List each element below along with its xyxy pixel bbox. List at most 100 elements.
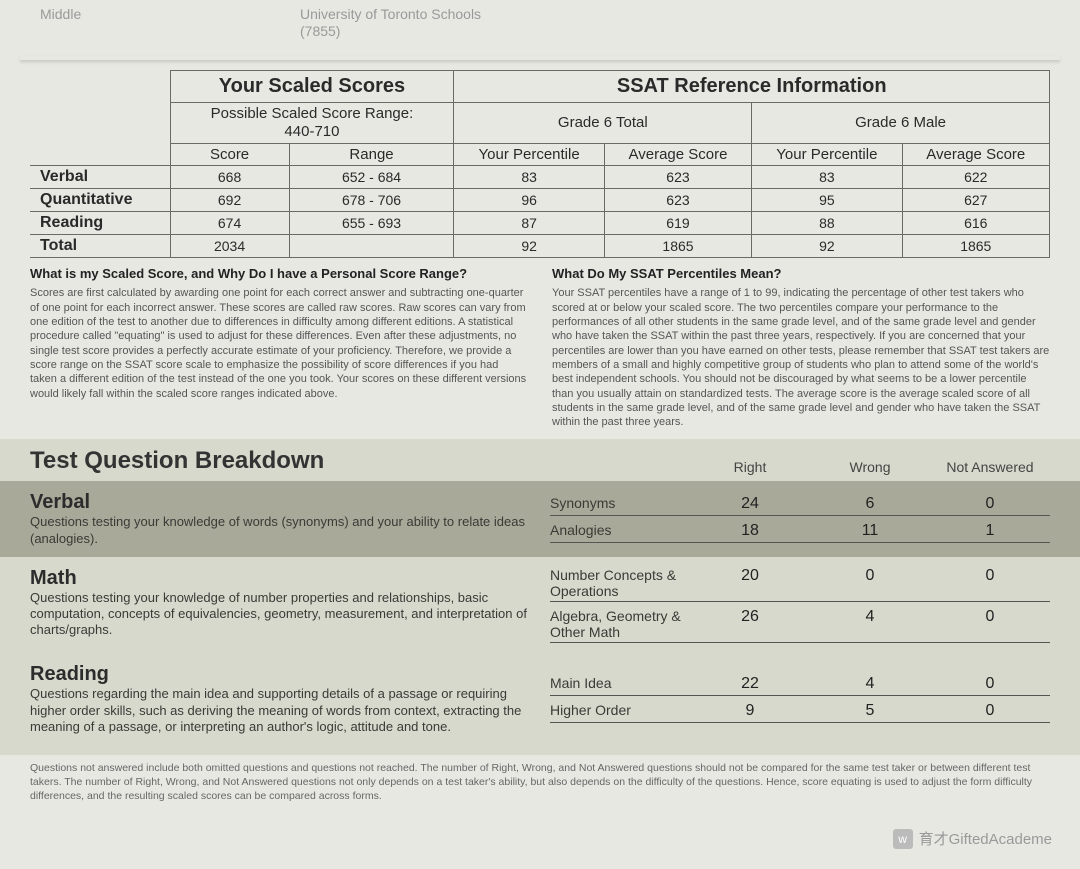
question-label: Number Concepts & Operations <box>550 567 690 599</box>
row-a-avg: 623 <box>604 165 751 188</box>
question-row: Main Idea2240 <box>550 675 1050 696</box>
question-row: Algebra, Geometry & Other Math2640 <box>550 608 1050 643</box>
col-b-avg: Average Score <box>902 143 1049 165</box>
section-desc: Questions testing your knowledge of numb… <box>30 590 534 639</box>
row-label: Quantitative <box>30 188 170 211</box>
row-b-avg: 616 <box>902 211 1049 234</box>
row-a-pct: 83 <box>454 165 604 188</box>
question-na: 0 <box>930 702 1050 720</box>
section-desc: Questions regarding the main idea and su… <box>30 686 534 735</box>
col-wrong: Wrong <box>810 459 930 475</box>
question-right: 24 <box>690 495 810 513</box>
explanations: What is my Scaled Score, and Why Do I ha… <box>0 258 1080 440</box>
row-range: 652 - 684 <box>289 165 454 188</box>
col-na: Not Answered <box>930 459 1050 475</box>
header-row: Middle University of Toronto Schools (78… <box>0 0 1080 56</box>
breakdown: Test Question Breakdown Right Wrong Not … <box>0 439 1080 755</box>
scores-table: Your Scaled Scores SSAT Reference Inform… <box>30 70 1050 258</box>
question-row: Synonyms2460 <box>550 495 1050 516</box>
question-label: Main Idea <box>550 675 690 691</box>
row-a-avg: 619 <box>604 211 751 234</box>
score-row: Verbal668652 - 6848362383622 <box>30 165 1050 188</box>
row-label: Total <box>30 234 170 257</box>
section-left: MathQuestions testing your knowledge of … <box>30 567 550 643</box>
breakdown-section: VerbalQuestions testing your knowledge o… <box>0 481 1080 557</box>
wechat-icon: w <box>893 829 913 849</box>
question-na: 0 <box>930 675 1050 693</box>
question-wrong: 4 <box>810 608 930 626</box>
question-na: 1 <box>930 522 1050 540</box>
row-range: 678 - 706 <box>289 188 454 211</box>
level-label: Middle <box>40 6 300 40</box>
row-b-pct: 88 <box>752 211 902 234</box>
scaled-header: Your Scaled Scores <box>170 70 454 102</box>
question-na: 0 <box>930 608 1050 626</box>
explain-left-body: Scores are first calculated by awarding … <box>30 286 528 400</box>
question-right: 20 <box>690 567 810 585</box>
col-range: Range <box>289 143 454 165</box>
score-row: Total2034921865921865 <box>30 234 1050 257</box>
section-name: Verbal <box>30 491 534 514</box>
question-na: 0 <box>930 495 1050 513</box>
question-right: 9 <box>690 702 810 720</box>
section-name: Reading <box>30 663 534 686</box>
explain-right-title: What Do My SSAT Percentiles Mean? <box>552 266 1050 283</box>
row-a-pct: 92 <box>454 234 604 257</box>
row-label: Verbal <box>30 165 170 188</box>
watermark-text: 育才GiftedAcademe <box>919 828 1052 849</box>
explain-right: What Do My SSAT Percentiles Mean? Your S… <box>552 266 1050 430</box>
section-right: Number Concepts & Operations2000Algebra,… <box>550 567 1050 643</box>
row-score: 2034 <box>170 234 289 257</box>
question-label: Algebra, Geometry & Other Math <box>550 608 690 640</box>
section-name: Math <box>30 567 534 590</box>
ref-group-a: Grade 6 Total <box>454 102 752 143</box>
school-name: University of Toronto Schools <box>300 6 481 22</box>
row-b-pct: 95 <box>752 188 902 211</box>
row-range: 655 - 693 <box>289 211 454 234</box>
section-right: Synonyms2460Analogies18111 <box>550 491 1050 547</box>
row-b-avg: 1865 <box>902 234 1049 257</box>
question-row: Analogies18111 <box>550 522 1050 543</box>
row-a-pct: 96 <box>454 188 604 211</box>
row-range <box>289 234 454 257</box>
explain-right-body: Your SSAT percentiles have a range of 1 … <box>552 286 1050 429</box>
question-label: Synonyms <box>550 495 690 511</box>
col-b-pct: Your Percentile <box>752 143 902 165</box>
range-value: 440-710 <box>284 123 339 140</box>
row-score: 668 <box>170 165 289 188</box>
section-left: VerbalQuestions testing your knowledge o… <box>30 491 550 547</box>
col-right: Right <box>690 459 810 475</box>
section-left: ReadingQuestions regarding the main idea… <box>30 663 550 735</box>
range-label: Possible Scaled Score Range: <box>211 105 414 122</box>
row-b-avg: 622 <box>902 165 1049 188</box>
col-score: Score <box>170 143 289 165</box>
row-score: 674 <box>170 211 289 234</box>
reference-header: SSAT Reference Information <box>454 70 1050 102</box>
school-code: (7855) <box>300 23 340 39</box>
question-row: Higher Order950 <box>550 702 1050 723</box>
question-right: 22 <box>690 675 810 693</box>
footnote: Questions not answered include both omit… <box>0 755 1080 814</box>
question-na: 0 <box>930 567 1050 585</box>
row-a-pct: 87 <box>454 211 604 234</box>
watermark: w 育才GiftedAcademe <box>893 828 1052 849</box>
score-row: Quantitative692678 - 7069662395627 <box>30 188 1050 211</box>
breakdown-section: MathQuestions testing your knowledge of … <box>0 557 1080 653</box>
question-wrong: 5 <box>810 702 930 720</box>
explain-left: What is my Scaled Score, and Why Do I ha… <box>30 266 528 430</box>
col-a-pct: Your Percentile <box>454 143 604 165</box>
row-a-avg: 623 <box>604 188 751 211</box>
question-label: Analogies <box>550 522 690 538</box>
question-wrong: 0 <box>810 567 930 585</box>
row-score: 692 <box>170 188 289 211</box>
row-b-avg: 627 <box>902 188 1049 211</box>
question-row: Number Concepts & Operations2000 <box>550 567 1050 602</box>
explain-left-title: What is my Scaled Score, and Why Do I ha… <box>30 266 528 283</box>
range-header: Possible Scaled Score Range: 440-710 <box>170 102 454 143</box>
breakdown-header: Test Question Breakdown Right Wrong Not … <box>0 447 1080 481</box>
row-a-avg: 1865 <box>604 234 751 257</box>
school-label: University of Toronto Schools (7855) <box>300 6 700 40</box>
row-b-pct: 83 <box>752 165 902 188</box>
row-b-pct: 92 <box>752 234 902 257</box>
col-a-avg: Average Score <box>604 143 751 165</box>
